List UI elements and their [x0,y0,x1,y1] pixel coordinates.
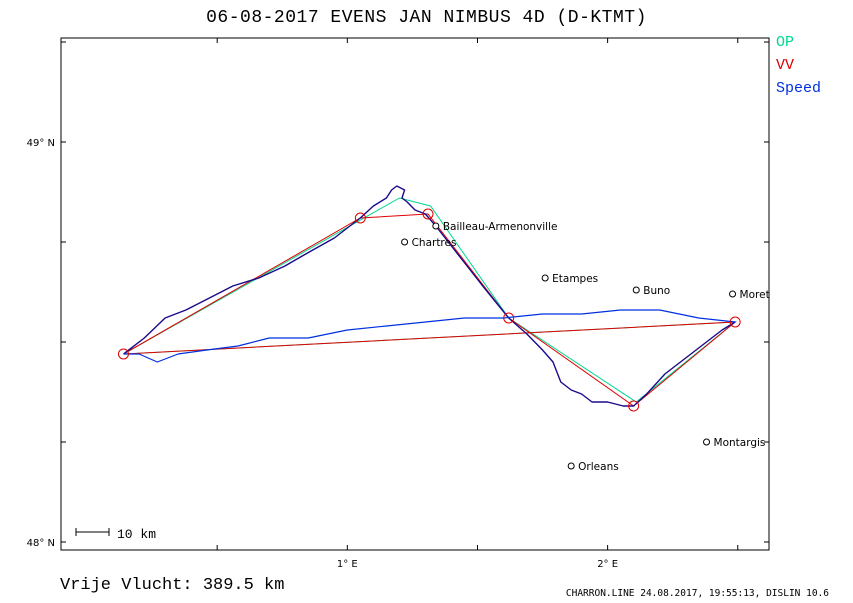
x-tick-label: 2° E [597,559,618,570]
city-label: Moret [740,289,770,301]
city-label: Montargis [714,437,766,449]
turnpoint-marker [422,208,434,220]
legend-speed: Speed [776,80,822,97]
city-dot [729,290,737,298]
turnpoint-marker [729,316,741,328]
city-dot [541,274,549,282]
credit-line: CHARRON.LINE 24.08.2017, 19:55:13, DISLI… [565,588,829,599]
scale-bar: 10 km [75,527,156,542]
y-tick-label: 49° N [27,138,55,149]
scale-bar-label: 10 km [117,527,156,542]
turnpoint-marker [503,312,515,324]
city-marker: Orleans [567,461,619,473]
legend-vv: VV [776,57,795,74]
turnpoint-marker [354,212,366,224]
op-route-line [123,197,737,403]
y-tick-label: 48° N [27,538,55,549]
city-dot [432,222,440,230]
chart-title: 06-08-2017 EVENS JAN NIMBUS 4D (D-KTMT) [206,8,647,28]
city-marker: Buno [632,285,670,297]
city-marker: Chartres [401,237,457,249]
city-label: Buno [643,285,670,297]
city-dot [567,462,575,470]
city-dot [703,438,711,446]
city-marker: Montargis [703,437,766,449]
city-dot [401,238,409,246]
legend-op: OP [776,34,795,51]
city-marker: Bailleau-Armenonville [432,221,558,233]
turnpoint-marker [628,400,640,412]
plot-frame [60,37,770,551]
city-marker: Moret [729,289,770,301]
free-flight-distance: Vrije Vlucht: 389.5 km [60,576,285,595]
city-label: Etampes [552,273,598,285]
turnpoint-marker [117,348,129,360]
flight-track-return [123,309,736,363]
city-dot [632,286,640,294]
flight-track-outbound [123,185,736,407]
city-label: Chartres [412,237,457,249]
x-tick-label: 1° E [337,559,358,570]
city-label: Bailleau-Armenonville [443,221,558,233]
city-label: Orleans [578,461,619,473]
city-marker: Etampes [541,273,598,285]
